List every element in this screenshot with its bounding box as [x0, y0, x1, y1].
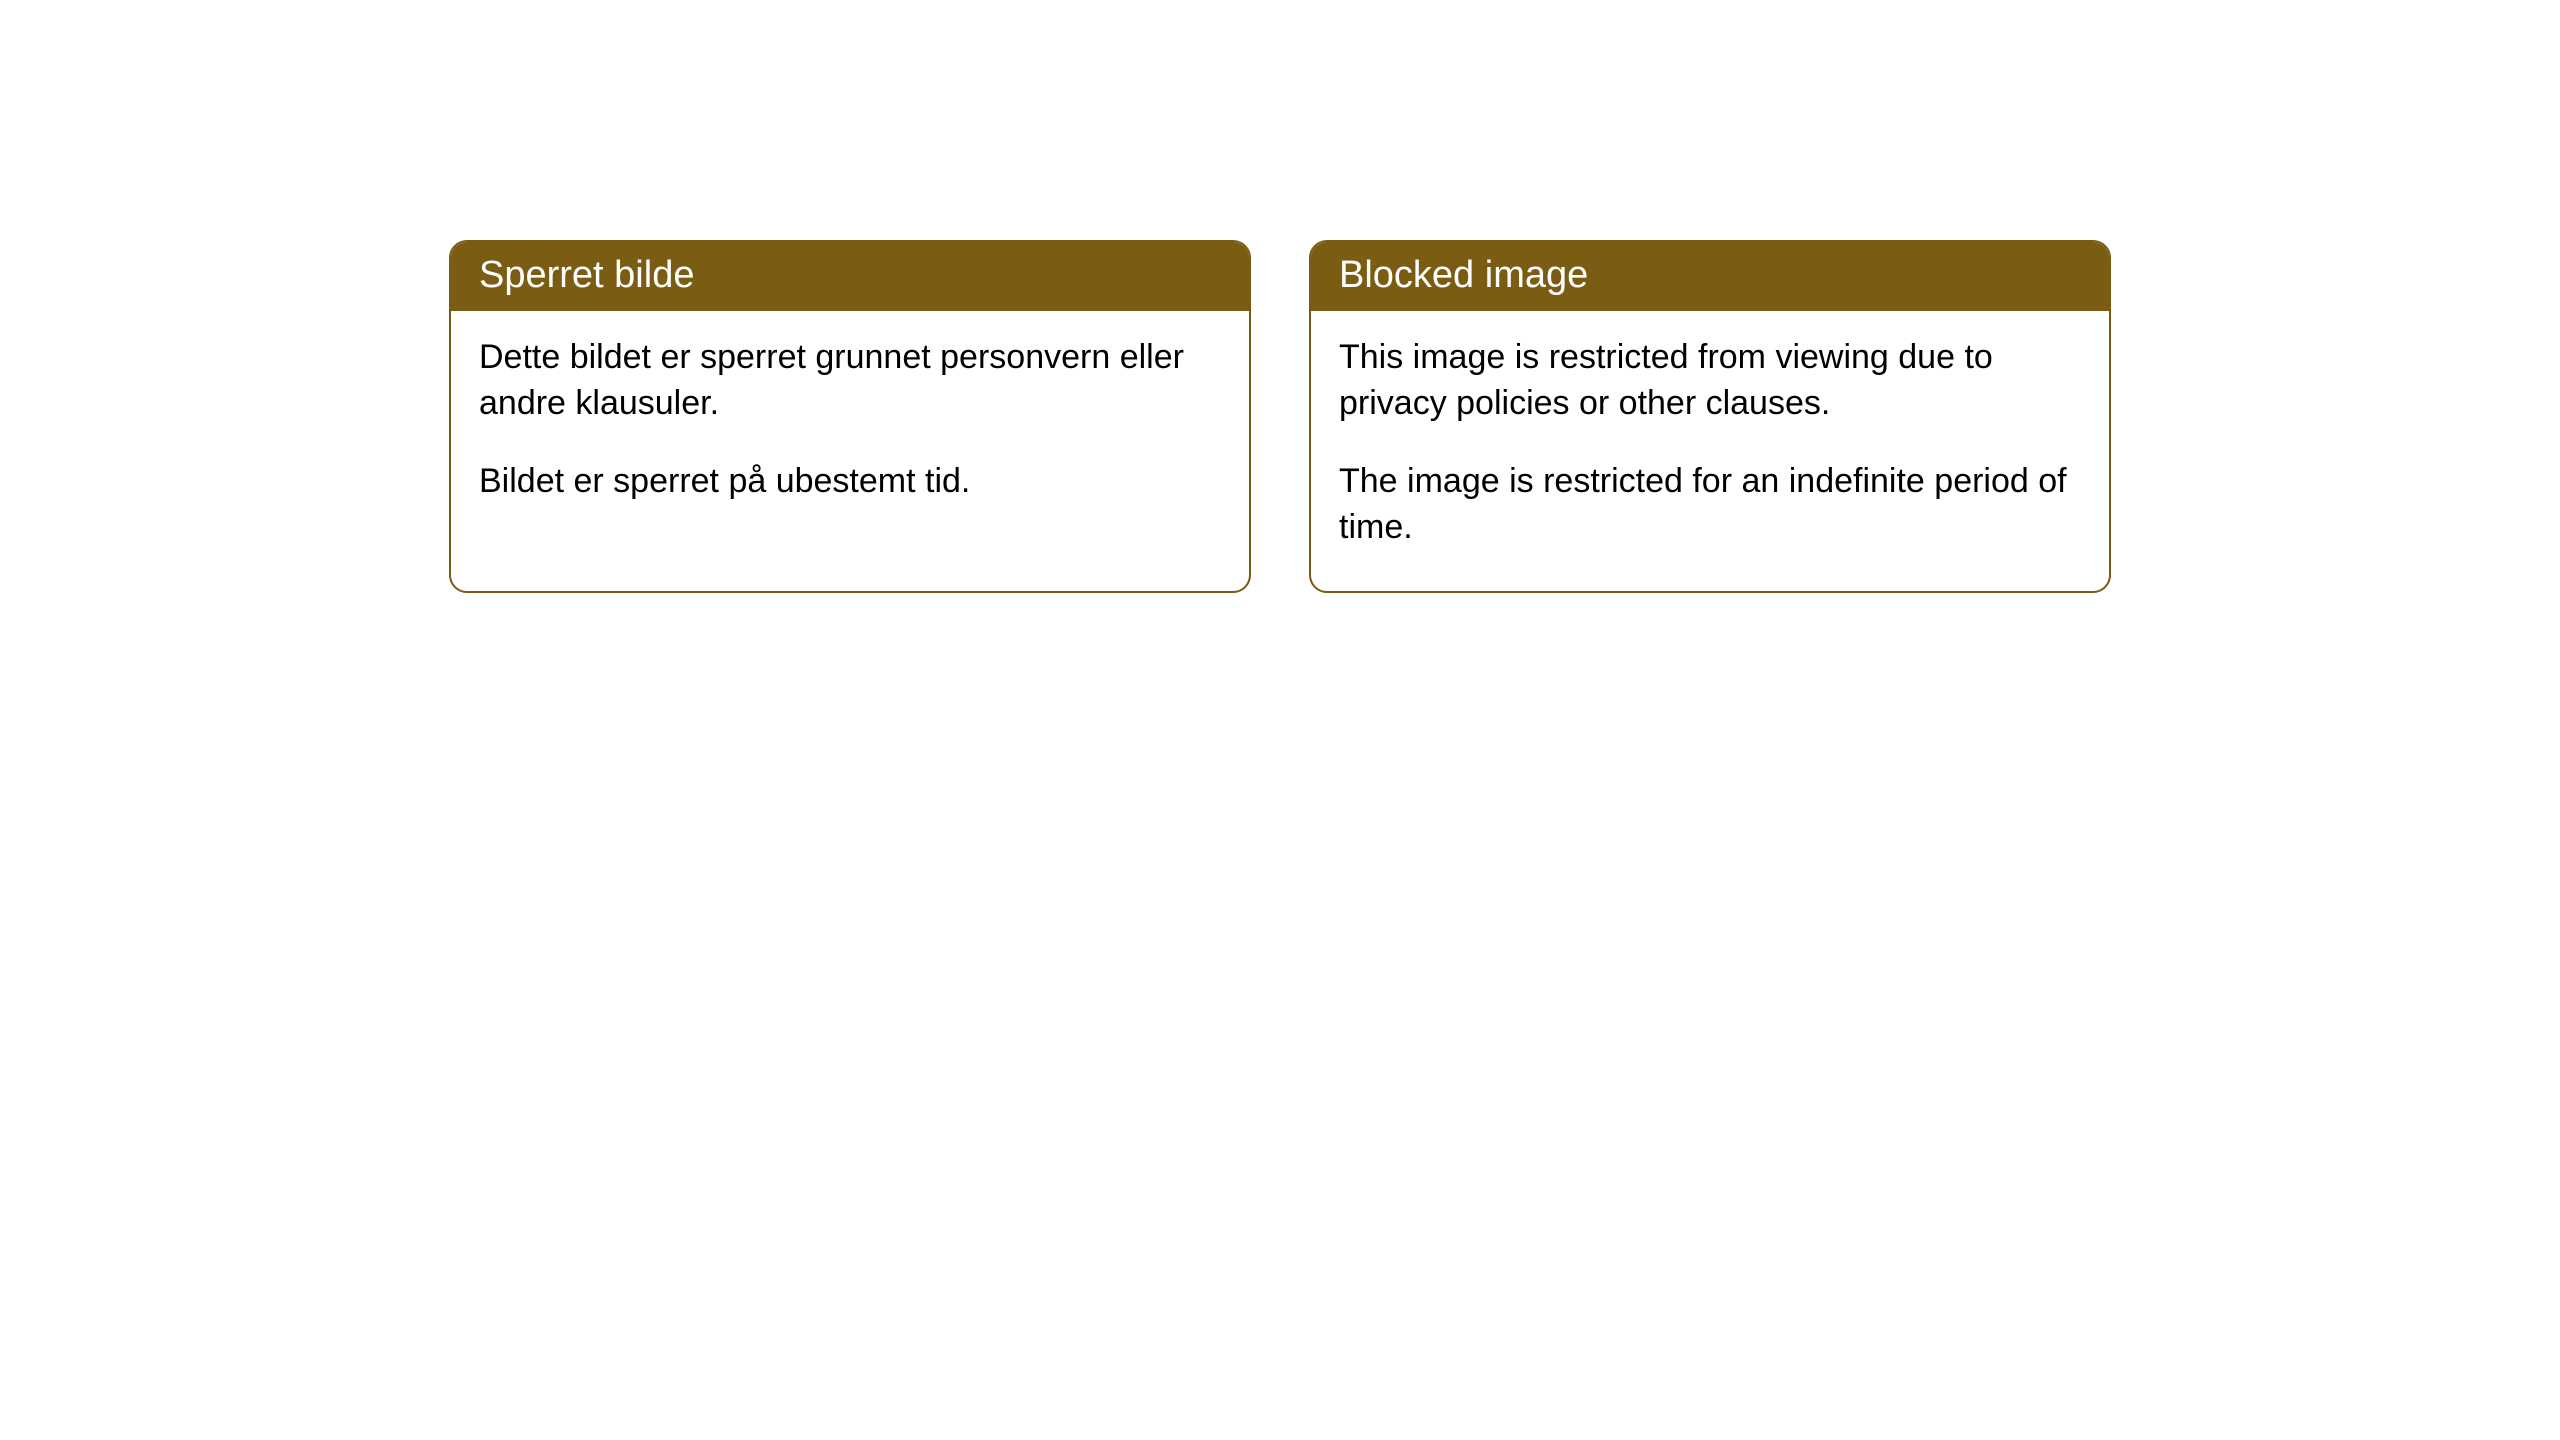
card-para1-en: This image is restricted from viewing du… [1339, 335, 2081, 427]
card-para2-en: The image is restricted for an indefinit… [1339, 459, 2081, 551]
card-body-no: Dette bildet er sperret grunnet personve… [451, 311, 1249, 545]
card-body-en: This image is restricted from viewing du… [1311, 311, 2109, 591]
blocked-image-card-no: Sperret bilde Dette bildet er sperret gr… [449, 240, 1251, 593]
card-title-no: Sperret bilde [451, 242, 1249, 311]
card-para2-no: Bildet er sperret på ubestemt tid. [479, 459, 1221, 505]
blocked-image-card-en: Blocked image This image is restricted f… [1309, 240, 2111, 593]
card-para1-no: Dette bildet er sperret grunnet personve… [479, 335, 1221, 427]
card-title-en: Blocked image [1311, 242, 2109, 311]
cards-container: Sperret bilde Dette bildet er sperret gr… [0, 240, 2560, 593]
